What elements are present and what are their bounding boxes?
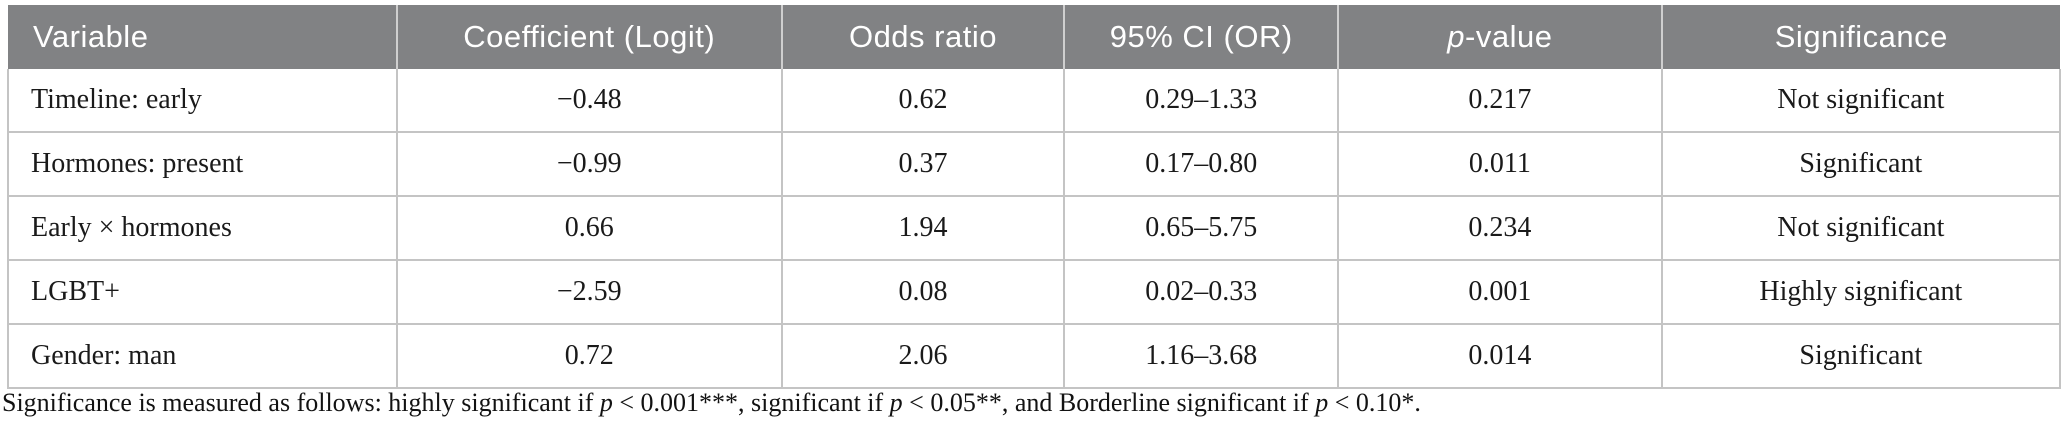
footnote-italic-p: p xyxy=(599,388,613,417)
cell-ci: 0.02–0.33 xyxy=(1063,259,1340,325)
column-header-coefficient-logit: Coefficient (Logit) xyxy=(395,5,782,69)
cell-coefficient: −0.99 xyxy=(395,131,783,197)
cell-p-value: 0.014 xyxy=(1337,323,1663,389)
footnote-text: < 0.05**, and Borderline significant if xyxy=(902,388,1316,417)
cell-ci: 1.16–3.68 xyxy=(1063,323,1340,389)
logistic-regression-table: Variable Coefficient (Logit) Odds ratio … xyxy=(7,5,2062,389)
cell-variable: LGBT+ xyxy=(7,259,398,325)
cell-variable: Gender: man xyxy=(7,323,398,389)
footnote-text: < 0.10*. xyxy=(1328,388,1421,417)
column-header-variable: Variable xyxy=(8,5,397,69)
cell-significance: Significant xyxy=(1660,323,2062,389)
cell-coefficient: −0.48 xyxy=(395,69,783,133)
cell-ci: 0.65–5.75 xyxy=(1063,195,1340,261)
column-header-95-ci-or: 95% CI (OR) xyxy=(1063,5,1339,69)
cell-odds-ratio: 0.37 xyxy=(780,131,1066,197)
footnote-text: Significance is measured as follows: hig… xyxy=(2,388,600,417)
cell-coefficient: 0.72 xyxy=(395,323,783,389)
cell-coefficient: −2.59 xyxy=(395,259,783,325)
cell-variable: Hormones: present xyxy=(7,131,398,197)
column-header-odds-ratio: Odds ratio xyxy=(780,5,1065,69)
footnote-text: < 0.001***, significant if xyxy=(612,388,890,417)
cell-significance: Highly significant xyxy=(1660,259,2062,325)
footnote-italic-p: p xyxy=(1315,388,1329,417)
cell-odds-ratio: 0.08 xyxy=(780,259,1066,325)
cell-ci: 0.17–0.80 xyxy=(1063,131,1340,197)
table-row-gender-man: Gender: man 0.72 2.06 1.16–3.68 0.014 Si… xyxy=(7,323,2062,389)
p-value-rest: -value xyxy=(1465,19,1553,54)
cell-significance: Not significant xyxy=(1660,69,2062,133)
table-row-lgbt: LGBT+ −2.59 0.08 0.02–0.33 0.001 Highly … xyxy=(7,259,2062,325)
table-header-row: Variable Coefficient (Logit) Odds ratio … xyxy=(8,5,2060,69)
cell-p-value: 0.011 xyxy=(1337,131,1663,197)
table-footnote: Significance is measured as follows: hig… xyxy=(2,388,1421,418)
cell-p-value: 0.217 xyxy=(1337,69,1663,133)
cell-odds-ratio: 0.62 xyxy=(780,69,1066,133)
cell-odds-ratio: 1.94 xyxy=(780,195,1066,261)
cell-significance: Significant xyxy=(1660,131,2062,197)
cell-variable: Early × hormones xyxy=(7,195,398,261)
column-header-p-value: p-value xyxy=(1337,5,1662,69)
footnote-italic-p: p xyxy=(889,388,903,417)
cell-significance: Not significant xyxy=(1660,195,2062,261)
cell-odds-ratio: 2.06 xyxy=(780,323,1066,389)
column-header-significance: Significance xyxy=(1660,5,2060,69)
cell-variable: Timeline: early xyxy=(7,69,398,133)
table-row-hormones-present: Hormones: present −0.99 0.37 0.17–0.80 0… xyxy=(7,131,2062,197)
cell-coefficient: 0.66 xyxy=(395,195,783,261)
cell-ci: 0.29–1.33 xyxy=(1063,69,1340,133)
cell-p-value: 0.234 xyxy=(1337,195,1663,261)
p-value-italic-p: p xyxy=(1447,19,1466,54)
table-row-early-x-hormones: Early × hormones 0.66 1.94 0.65–5.75 0.2… xyxy=(7,195,2062,261)
cell-p-value: 0.001 xyxy=(1337,259,1663,325)
table-row-timeline-early: Timeline: early −0.48 0.62 0.29–1.33 0.2… xyxy=(7,69,2062,133)
